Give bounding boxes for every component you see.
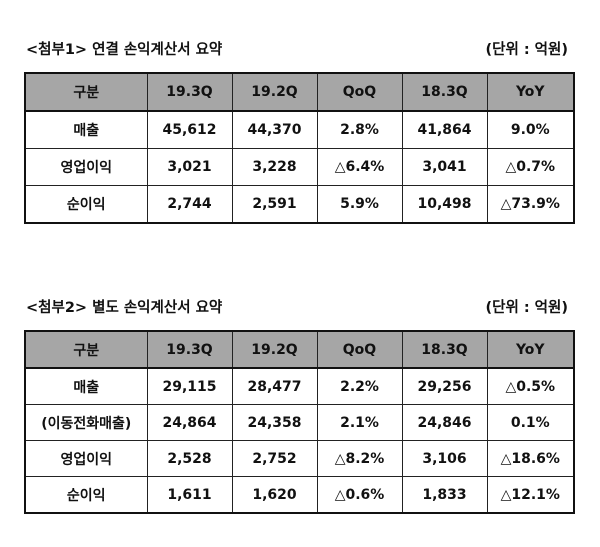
row-label: 순이익 [24, 185, 148, 224]
table-row: 영업이익 3,021 3,228 △6.4% 3,041 △0.7% [24, 148, 575, 186]
row-label: 영업이익 [24, 148, 148, 186]
table-row: 매출 45,612 44,370 2.8% 41,864 9.0% [24, 110, 575, 149]
table-cell: 44,370 [231, 110, 318, 149]
header-qoq: QoQ [316, 72, 403, 112]
table-cell: △8.2% [316, 440, 403, 477]
table-cell: 24,864 [146, 404, 233, 441]
header-yoy: YoY [486, 330, 575, 369]
table-cell: 24,846 [401, 404, 488, 441]
table-cell: 10,498 [401, 185, 488, 224]
table-header-row: 구분 19.3Q 19.2Q QoQ 18.3Q YoY [24, 330, 575, 369]
table-cell: 2.8% [316, 110, 403, 149]
table-cell: 29,256 [401, 367, 488, 405]
header-category: 구분 [24, 330, 148, 369]
table2-unit: (단위 : 억원) [485, 300, 568, 316]
header-19-2q: 19.2Q [231, 330, 318, 369]
table-row: 매출 29,115 28,477 2.2% 29,256 △0.5% [24, 367, 575, 405]
table-row: 순이익 2,744 2,591 5.9% 10,498 △73.9% [24, 185, 575, 224]
table1-unit: (단위 : 억원) [485, 42, 568, 58]
header-category: 구분 [24, 72, 148, 112]
table-cell: 2,591 [231, 185, 318, 224]
row-label: (이동전화매출) [24, 404, 148, 441]
separate-income-table: 구분 19.3Q 19.2Q QoQ 18.3Q YoY 매출 29,115 2… [24, 330, 575, 514]
header-yoy: YoY [486, 72, 575, 112]
table-cell: △0.7% [486, 148, 575, 186]
row-label: 매출 [24, 367, 148, 405]
header-19-3q: 19.3Q [146, 72, 233, 112]
table-cell: 1,620 [231, 476, 318, 514]
table-cell: 41,864 [401, 110, 488, 149]
table-cell: 3,106 [401, 440, 488, 477]
table-cell: △0.5% [486, 367, 575, 405]
row-label: 매출 [24, 110, 148, 149]
table-cell: 2,752 [231, 440, 318, 477]
table-cell: 2,528 [146, 440, 233, 477]
consolidated-income-table: 구분 19.3Q 19.2Q QoQ 18.3Q YoY 매출 45,612 4… [24, 72, 575, 224]
table-cell: △6.4% [316, 148, 403, 186]
table-cell: 2.1% [316, 404, 403, 441]
table-cell: 1,611 [146, 476, 233, 514]
header-18-3q: 18.3Q [401, 72, 488, 112]
header-18-3q: 18.3Q [401, 330, 488, 369]
table-cell: 24,358 [231, 404, 318, 441]
table-cell: 29,115 [146, 367, 233, 405]
table-cell: 3,228 [231, 148, 318, 186]
header-19-2q: 19.2Q [231, 72, 318, 112]
table-cell: △0.6% [316, 476, 403, 514]
row-label: 순이익 [24, 476, 148, 514]
table-cell: 3,041 [401, 148, 488, 186]
table-cell: △12.1% [486, 476, 575, 514]
table-cell: 2,744 [146, 185, 233, 224]
table1-title: <첨부1> 연결 손익계산서 요약 [26, 42, 223, 58]
row-label: 영업이익 [24, 440, 148, 477]
table-header-row: 구분 19.3Q 19.2Q QoQ 18.3Q YoY [24, 72, 575, 112]
table-cell: 5.9% [316, 185, 403, 224]
table-cell: 28,477 [231, 367, 318, 405]
header-19-3q: 19.3Q [146, 330, 233, 369]
header-qoq: QoQ [316, 330, 403, 369]
table2-title: <첨부2> 별도 손익계산서 요약 [26, 300, 223, 316]
table-cell: 2.2% [316, 367, 403, 405]
table-cell: 3,021 [146, 148, 233, 186]
table-row: (이동전화매출) 24,864 24,358 2.1% 24,846 0.1% [24, 404, 575, 441]
table-row: 영업이익 2,528 2,752 △8.2% 3,106 △18.6% [24, 440, 575, 477]
table-cell: 9.0% [486, 110, 575, 149]
table-row: 순이익 1,611 1,620 △0.6% 1,833 △12.1% [24, 476, 575, 514]
table-cell: 45,612 [146, 110, 233, 149]
table-cell: 1,833 [401, 476, 488, 514]
table-cell: 0.1% [486, 404, 575, 441]
table-cell: △73.9% [486, 185, 575, 224]
table-cell: △18.6% [486, 440, 575, 477]
